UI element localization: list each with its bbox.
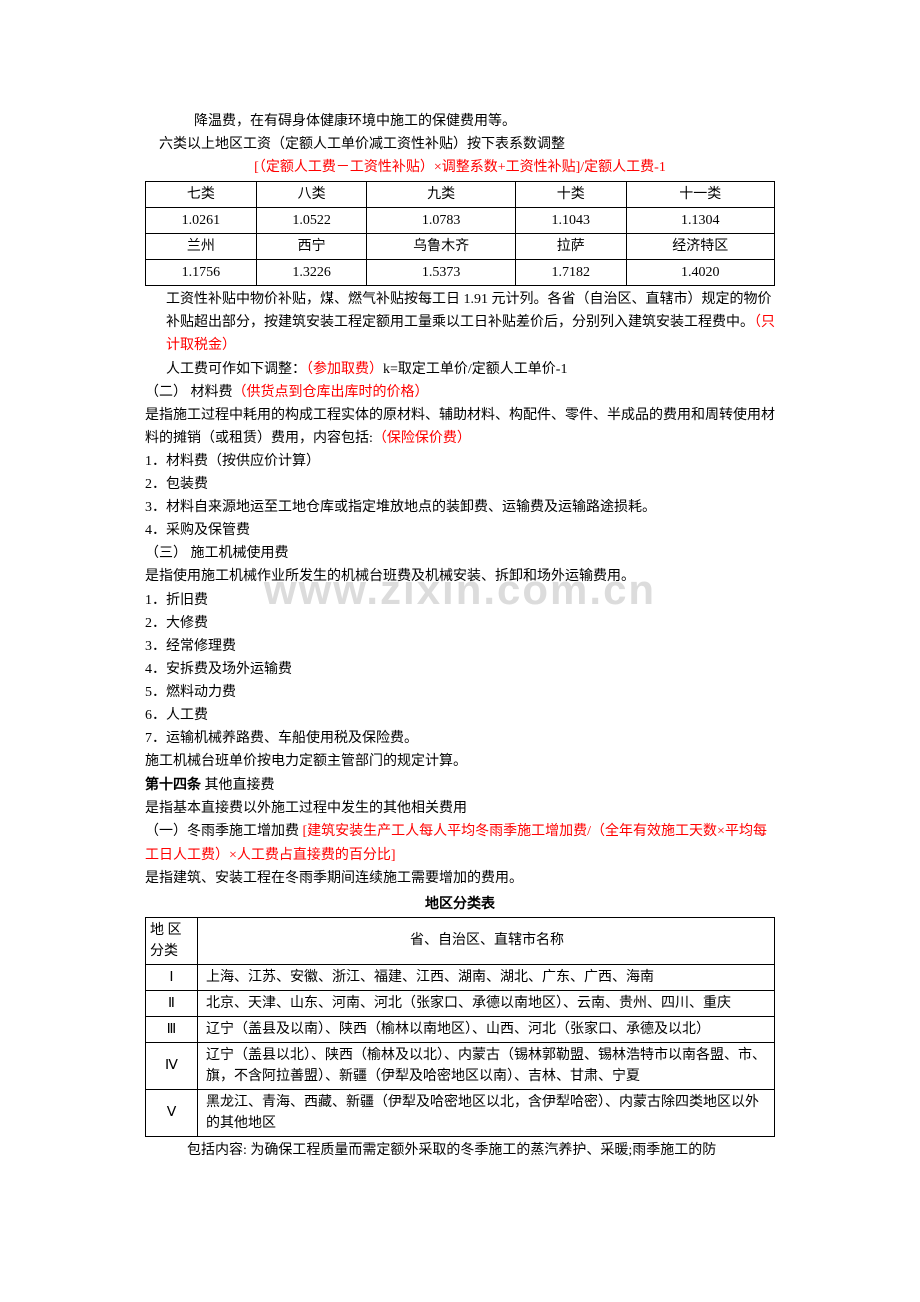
list-item: 4．安拆费及场外运输费 (145, 658, 775, 681)
th: 省、自治区、直辖市名称 (198, 917, 775, 964)
text: （二） 材料费 (145, 385, 233, 400)
text-red: （参加取费） (306, 362, 383, 377)
para-line: 是指施工过程中耗用的构成工程实体的原材料、辅助材料、构配件、零件、半成品的费用和… (145, 404, 775, 450)
cell: Ⅲ (146, 1016, 198, 1042)
formula: [（定额人工费－工资性补贴）×调整系数+工资性补贴]/定额人工费-1 (145, 156, 775, 179)
list-item: 1．折旧费 (145, 589, 775, 612)
cell: 1.3226 (256, 260, 367, 286)
text: k=取定工单价/定额人工单价-1 (383, 362, 567, 377)
para-line: （二） 材料费（供货点到仓库出库时的价格） (145, 381, 775, 404)
cell: 1.1756 (146, 260, 257, 286)
cell: 1.0261 (146, 208, 257, 234)
cell: Ⅳ (146, 1042, 198, 1089)
region-table: 地 区分类 省、自治区、直辖市名称 Ⅰ 上海、江苏、安徽、浙江、福建、江西、湖南… (145, 917, 775, 1137)
para-line: 包括内容: 为确保工程质量而需定额外采取的冬季施工的蒸汽养护、采暖;雨季施工的防 (145, 1139, 775, 1162)
list-item: 2．包装费 (145, 473, 775, 496)
para-line: 是指建筑、安装工程在冬雨季期间连续施工需要增加的费用。 (145, 867, 775, 890)
cell: Ⅱ (146, 990, 198, 1016)
list-item: 2．大修费 (145, 612, 775, 635)
para-line: 降温费，在有碍身体健康环境中施工的保健费用等。 (145, 110, 775, 133)
cell: 1.7182 (515, 260, 626, 286)
text-red: （保险保价费） (373, 431, 471, 446)
cell: 辽宁（盖县及以南）、陕西（榆林以南地区）、山西、河北（张家口、承德及以北） (198, 1016, 775, 1042)
cell: 辽宁（盖县以北）、陕西（榆林及以北）、内蒙古（锡林郭勒盟、锡林浩特市以南各盟、市… (198, 1042, 775, 1089)
th: 十一类 (626, 182, 774, 208)
text-red: （供货点到仓库出库时的价格） (233, 385, 429, 400)
cell: 西宁 (256, 234, 367, 260)
list-item: 1．材料费（按供应价计算） (145, 450, 775, 473)
cell: 兰州 (146, 234, 257, 260)
article-num: 第十四条 (145, 776, 201, 792)
cell: 1.1304 (626, 208, 774, 234)
list-item: 3．材料自来源地运至工地仓库或指定堆放地点的装卸费、运输费及运输路途损耗。 (145, 496, 775, 519)
list-item: 7．运输机械养路费、车船使用税及保险费。 (145, 727, 775, 750)
para-line: 工资性补贴中物价补贴，煤、燃气补贴按每工日 1.91 元计列。各省（自治区、直辖… (166, 288, 775, 357)
cell: 黑龙江、青海、西藏、新疆（伊犁及哈密地区以北，含伊犁哈密）、内蒙古除四类地区以外… (198, 1089, 775, 1136)
para-line: 施工机械台班单价按电力定额主管部门的规定计算。 (145, 750, 775, 773)
para-line: 是指使用施工机械作业所发生的机械台班费及机械安装、拆卸和场外运输费用。 (145, 565, 775, 588)
th: 地 区分类 (146, 917, 198, 964)
para-line: 是指基本直接费以外施工过程中发生的其他相关费用 (145, 797, 775, 820)
cell: 1.1043 (515, 208, 626, 234)
para-line: （一）冬雨季施工增加费 [建筑安装生产工人每人平均冬雨季施工增加费/（全年有效施… (145, 820, 775, 866)
table-caption: 地区分类表 (145, 892, 775, 915)
th: 八类 (256, 182, 367, 208)
cell: Ⅰ (146, 964, 198, 990)
text: 人工费可作如下调整： (166, 362, 306, 377)
text: （一）冬雨季施工增加费 (145, 824, 303, 839)
cell: 1.5373 (367, 260, 515, 286)
article-heading: 第十四条 其他直接费 (145, 773, 775, 797)
text: 工资性补贴中物价补贴，煤、燃气补贴按每工日 1.91 元计列。各省（自治区、直辖… (166, 292, 772, 330)
cell: 1.0522 (256, 208, 367, 234)
list-item: 3．经常修理费 (145, 635, 775, 658)
list-item: 5．燃料动力费 (145, 681, 775, 704)
th: 九类 (367, 182, 515, 208)
cell: 上海、江苏、安徽、浙江、福建、江西、湖南、湖北、广东、广西、海南 (198, 964, 775, 990)
th: 十类 (515, 182, 626, 208)
cell: 1.4020 (626, 260, 774, 286)
para-line: 六类以上地区工资（定额人工单价减工资性补贴）按下表系数调整 (145, 133, 775, 156)
cell: 北京、天津、山东、河南、河北（张家口、承德以南地区）、云南、贵州、四川、重庆 (198, 990, 775, 1016)
cell: 1.0783 (367, 208, 515, 234)
cell: 乌鲁木齐 (367, 234, 515, 260)
para-line: 人工费可作如下调整：（参加取费）k=取定工单价/定额人工单价-1 (166, 358, 775, 381)
list-item: 6．人工费 (145, 704, 775, 727)
coefficient-table: 七类 八类 九类 十类 十一类 1.0261 1.0522 1.0783 1.1… (145, 181, 775, 286)
para-line: （三） 施工机械使用费 (145, 542, 775, 565)
th: 七类 (146, 182, 257, 208)
cell: 拉萨 (515, 234, 626, 260)
article-title: 其他直接费 (201, 778, 275, 793)
list-item: 4．采购及保管费 (145, 519, 775, 542)
cell: Ⅴ (146, 1089, 198, 1136)
cell: 经济特区 (626, 234, 774, 260)
